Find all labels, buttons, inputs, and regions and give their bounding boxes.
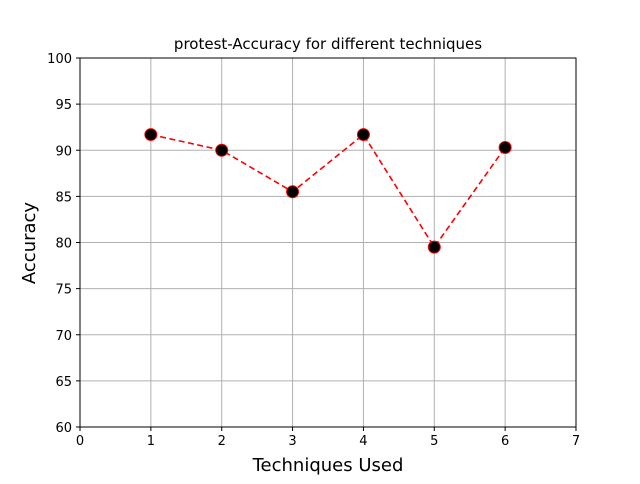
x-axis-label: Techniques Used xyxy=(252,455,404,476)
y-tick-label: 80 xyxy=(55,237,72,252)
x-tick-label: 4 xyxy=(359,434,367,449)
x-tick-label: 0 xyxy=(76,434,84,449)
series-line xyxy=(150,133,506,249)
y-tick-label: 60 xyxy=(55,421,72,436)
x-axis-ticks: 0 1 2 3 4 5 6 7 xyxy=(76,427,580,449)
data-point-marker xyxy=(498,140,512,154)
y-tick-label: 95 xyxy=(55,98,72,113)
x-tick-label: 1 xyxy=(147,434,155,449)
x-tick-label: 2 xyxy=(218,434,226,449)
data-point-marker xyxy=(286,185,300,199)
chart-title: protest-Accuracy for different technique… xyxy=(174,35,482,53)
data-point-marker xyxy=(427,240,441,254)
y-tick-label: 75 xyxy=(55,283,72,298)
y-tick-label: 100 xyxy=(47,52,72,67)
data-point-marker xyxy=(215,143,229,157)
data-point-marker xyxy=(144,128,158,142)
x-tick-label: 6 xyxy=(501,434,509,449)
y-tick-label: 65 xyxy=(55,375,72,390)
y-tick-label: 70 xyxy=(55,329,72,344)
y-tick-label: 90 xyxy=(55,144,72,159)
y-axis-label: Accuracy xyxy=(19,202,40,285)
data-point-marker xyxy=(356,128,370,142)
x-tick-label: 5 xyxy=(430,434,438,449)
data-series xyxy=(144,128,512,254)
y-tick-label: 85 xyxy=(55,190,72,205)
y-axis-ticks: 60 65 70 75 80 85 90 95 100 xyxy=(47,52,80,436)
x-tick-label: 7 xyxy=(572,434,580,449)
x-tick-label: 3 xyxy=(288,434,296,449)
